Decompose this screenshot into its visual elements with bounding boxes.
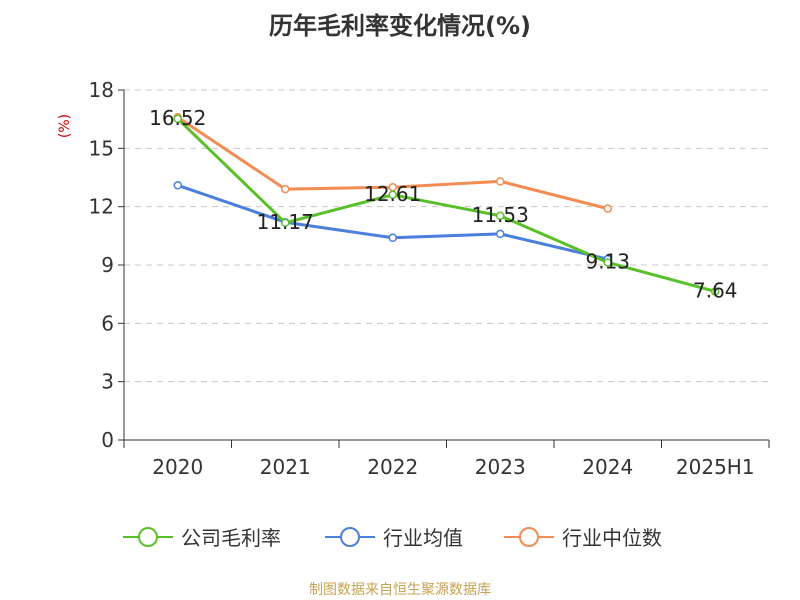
legend-item[interactable]: 行业均值 [325,526,463,550]
data-point [711,287,720,296]
data-point [173,114,182,124]
x-tick-label: 2025H1 [676,455,755,479]
legend-marker-icon [340,527,360,547]
data-label: 12.61 [364,182,421,206]
data-point [603,258,612,267]
legend-label: 公司毛利率 [181,526,281,550]
data-point [281,218,290,228]
legend-label: 行业中位数 [562,526,662,550]
data-labels: 16.52 11.17 12.61 11.53 9.13 7.64 [149,106,737,303]
data-point [388,233,397,243]
y-tick-label: 15 [89,136,114,160]
data-source-note: 制图数据来自恒生聚源数据库 [309,582,491,598]
x-tick-label: 2023 [475,455,526,479]
legend-label: 行业均值 [383,526,463,550]
data-label: 11.53 [472,203,529,227]
series-line [176,117,717,293]
data-label: 7.64 [693,278,738,302]
y-tick-label: 3 [101,370,114,394]
data-point [388,190,397,200]
legend-marker-icon [519,527,539,547]
y-tick-label: 9 [101,253,114,277]
legend: 公司毛利率 行业均值 行业中位数 [123,526,662,550]
y-axis-unit-label: (%) [57,114,73,138]
x-tick-label: 2022 [367,455,418,479]
data-label: 16.52 [149,106,206,130]
x-tick-label: 2024 [582,455,633,479]
x-tick-label: 2020 [152,455,203,479]
y-tick-label: 0 [101,428,114,452]
y-tick-label: 6 [101,311,114,335]
series-lines [173,112,720,296]
data-point [281,184,290,194]
legend-item[interactable]: 行业中位数 [504,526,662,550]
y-tick-label: 12 [89,195,114,219]
legend-item[interactable]: 公司毛利率 [123,526,281,550]
data-point [496,229,505,239]
data-label: 11.17 [257,210,314,234]
data-label: 9.13 [585,249,630,273]
data-point [496,211,505,221]
data-point [173,181,182,190]
data-point [603,204,612,213]
chart-title: 历年毛利率变化情况(%) [269,12,531,40]
legend-marker-icon [138,527,158,547]
x-tick-label: 2021 [260,455,311,479]
data-point [496,177,505,186]
axes: 0 3 6 9 12 15 18 2020 2021 2022 2023 2024 2025H1 (%) [57,78,770,479]
y-tick-label: 18 [89,78,114,102]
